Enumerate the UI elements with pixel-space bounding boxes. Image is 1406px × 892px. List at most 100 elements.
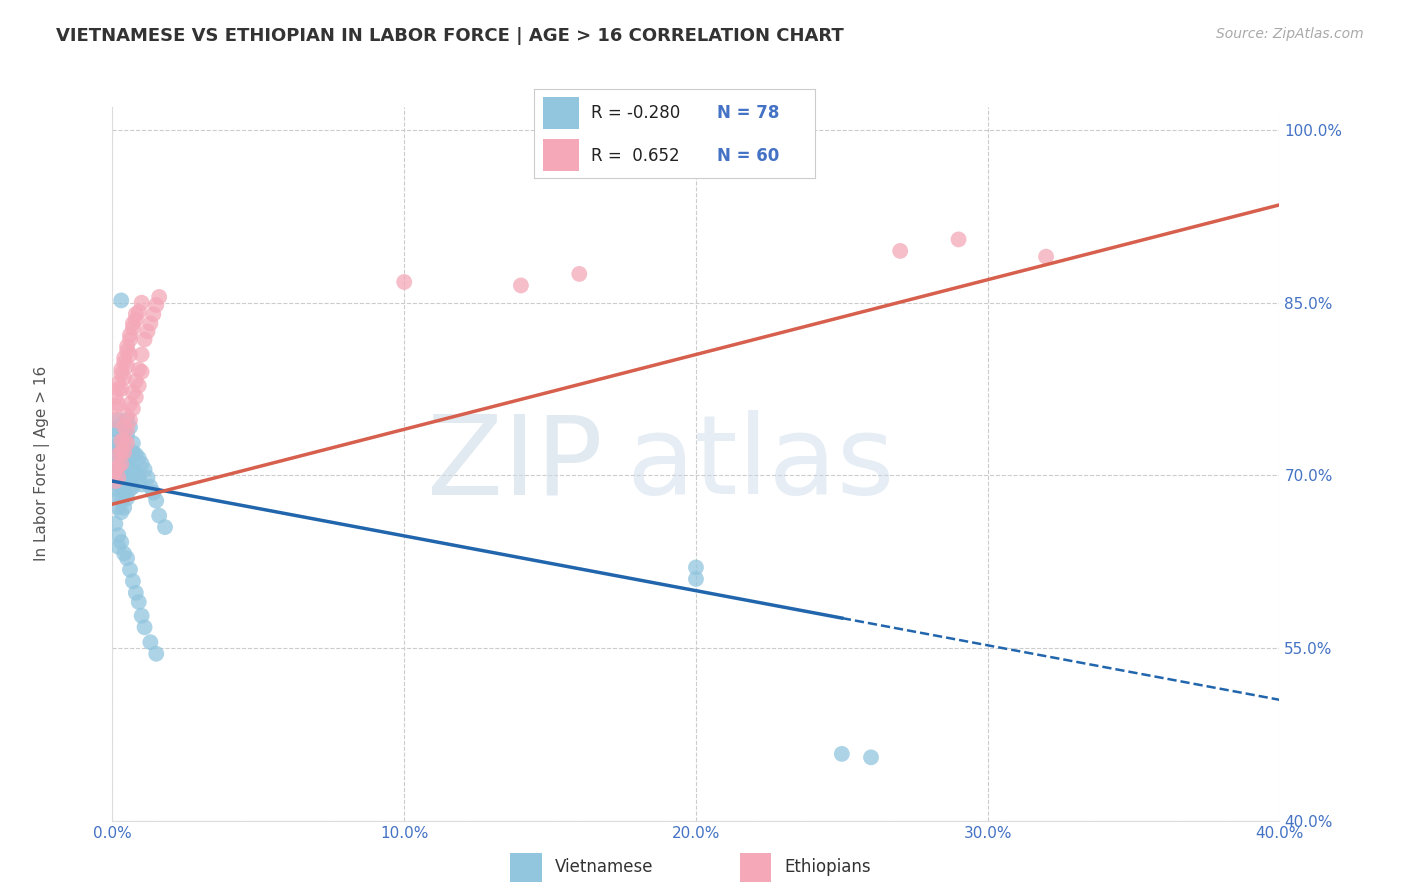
- Point: [118, 451, 141, 466]
- Point: [148, 290, 170, 304]
- Point: [118, 563, 141, 577]
- Point: [115, 474, 138, 488]
- Point: [125, 466, 148, 480]
- Point: [125, 313, 148, 327]
- Point: [134, 620, 156, 634]
- Point: [107, 376, 129, 391]
- Text: N = 78: N = 78: [717, 104, 779, 122]
- Point: [118, 347, 141, 361]
- Point: [112, 485, 135, 500]
- Point: [104, 422, 127, 436]
- Point: [110, 417, 132, 431]
- Point: [115, 359, 138, 373]
- Point: [107, 459, 129, 474]
- Point: [125, 586, 148, 600]
- Point: [104, 462, 127, 476]
- Bar: [740, 854, 770, 881]
- Point: [131, 347, 153, 361]
- Point: [112, 500, 135, 515]
- Point: [859, 750, 883, 764]
- Text: Vietnamese: Vietnamese: [555, 858, 654, 877]
- Point: [107, 382, 129, 396]
- Point: [134, 333, 156, 347]
- Text: Source: ZipAtlas.com: Source: ZipAtlas.com: [1216, 27, 1364, 41]
- Point: [145, 298, 167, 312]
- Point: [685, 572, 707, 586]
- Point: [115, 491, 138, 506]
- Point: [118, 333, 141, 347]
- Point: [122, 445, 145, 459]
- Point: [107, 425, 129, 439]
- Point: [115, 443, 138, 458]
- Point: [110, 436, 132, 450]
- Point: [110, 293, 132, 308]
- Point: [112, 355, 135, 369]
- Point: [115, 409, 138, 423]
- Point: [115, 428, 138, 442]
- Point: [112, 370, 135, 384]
- Text: ZIP: ZIP: [427, 410, 603, 517]
- Point: [107, 462, 129, 476]
- Point: [685, 560, 707, 574]
- Point: [110, 367, 132, 381]
- Point: [122, 480, 145, 494]
- Point: [118, 413, 141, 427]
- Point: [131, 457, 153, 471]
- Point: [107, 491, 129, 506]
- Point: [131, 477, 153, 491]
- Point: [392, 275, 416, 289]
- Point: [112, 351, 135, 365]
- Point: [110, 457, 132, 471]
- Point: [128, 451, 150, 466]
- Point: [110, 457, 132, 471]
- Point: [110, 434, 132, 448]
- Point: [112, 425, 135, 439]
- Point: [125, 307, 148, 321]
- Point: [115, 422, 138, 436]
- Point: [104, 440, 127, 454]
- Point: [948, 232, 970, 246]
- Point: [112, 448, 135, 462]
- Bar: [543, 97, 579, 129]
- Point: [122, 574, 145, 589]
- Point: [107, 500, 129, 515]
- Point: [142, 485, 165, 500]
- Point: [139, 635, 162, 649]
- Point: [122, 436, 145, 450]
- Point: [107, 470, 129, 484]
- Point: [1035, 250, 1057, 264]
- Point: [107, 413, 129, 427]
- Point: [107, 448, 129, 462]
- Point: [128, 305, 150, 319]
- Point: [115, 551, 138, 566]
- Point: [145, 647, 167, 661]
- Point: [115, 413, 138, 427]
- Text: N = 60: N = 60: [717, 147, 779, 165]
- Point: [153, 520, 176, 534]
- Point: [112, 432, 135, 446]
- Point: [139, 480, 162, 494]
- Point: [112, 470, 135, 484]
- Point: [125, 390, 148, 404]
- Point: [145, 493, 167, 508]
- Point: [118, 482, 141, 496]
- Point: [889, 244, 911, 258]
- Point: [139, 317, 162, 331]
- Point: [118, 420, 141, 434]
- Point: [107, 477, 129, 491]
- Point: [122, 385, 145, 400]
- Point: [128, 378, 150, 392]
- Point: [122, 317, 145, 331]
- Point: [136, 325, 159, 339]
- Text: Ethiopians: Ethiopians: [785, 858, 872, 877]
- Point: [112, 434, 135, 448]
- Point: [115, 459, 138, 474]
- Point: [118, 327, 141, 342]
- Text: R =  0.652: R = 0.652: [591, 147, 679, 165]
- Point: [118, 451, 141, 466]
- Point: [104, 482, 127, 496]
- Point: [568, 267, 591, 281]
- Point: [107, 470, 129, 484]
- Point: [115, 436, 138, 450]
- Point: [831, 747, 853, 761]
